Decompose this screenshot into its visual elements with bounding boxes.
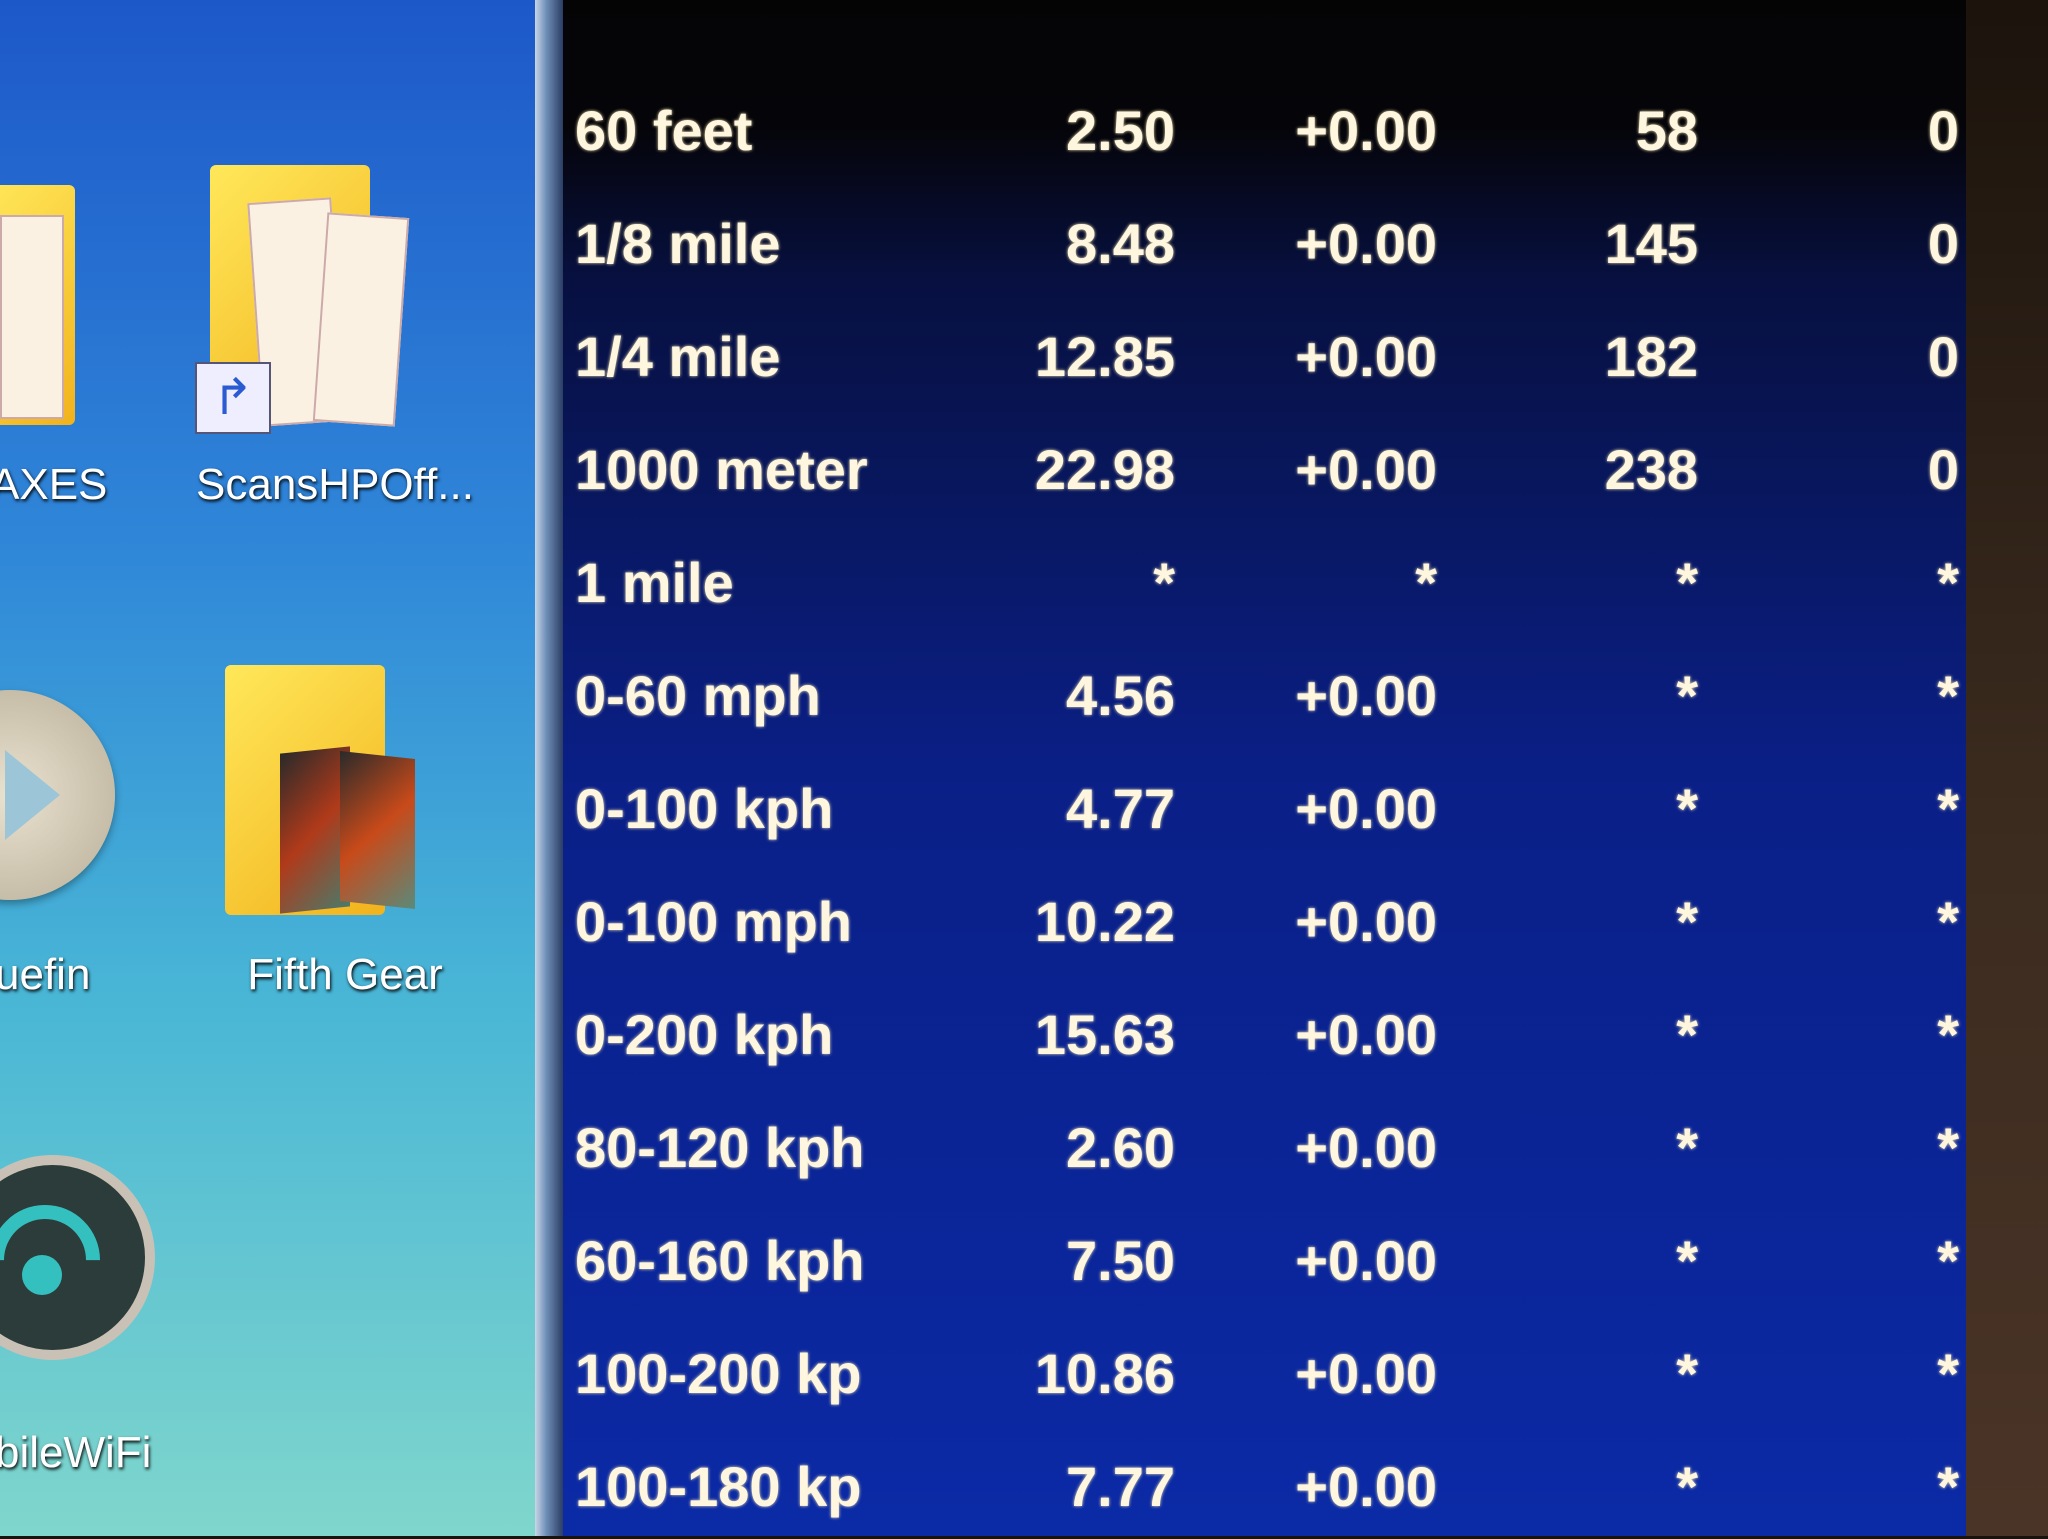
row-label: 0-200 kph [575,1003,834,1066]
time-cell: 7.77 [1066,1455,1175,1518]
table-row: 60-160 kph 7.50 +0.00 * * [563,1200,1966,1313]
difference-cell: +0.00 [1295,1455,1437,1518]
difference-cell: * [1415,551,1437,614]
time-cell: * [1153,551,1175,614]
difference-cell: +0.00 [1295,212,1437,275]
table-row: 1000 meter 22.98 +0.00 238 0 [563,409,1966,522]
speed-cell: * [1676,1116,1698,1179]
icon-label: uefin [0,950,91,999]
time-cell: 4.56 [1066,664,1175,727]
delta-cell: * [1937,1003,1959,1066]
row-label: 100-180 kp [575,1455,862,1518]
speed-cell: * [1676,890,1698,953]
table-row: 1 mile * * * * [563,522,1966,635]
time-cell: 12.85 [1034,325,1175,388]
speed-cell: 145 [1604,212,1698,275]
delta-cell: * [1937,551,1959,614]
row-label: 1/8 mile [575,212,781,275]
table-row: 0-200 kph 15.63 +0.00 * * [563,974,1966,1087]
table-row: 60 feet 2.50 +0.00 58 0 [563,70,1966,183]
time-cell: 7.50 [1066,1229,1175,1292]
window-border [535,0,563,1536]
table-row: 0-60 mph 4.56 +0.00 * * [563,635,1966,748]
monitor-bezel [1966,0,2048,1536]
delta-cell: 0 [1927,438,1959,501]
results-table: 60 feet 2.50 +0.00 58 0 1/8 mile 8.48 +0.00 145 0… [563,0,1966,1536]
icon-label: Fifth Gear [247,950,443,999]
table-row: 0-100 mph 10.22 +0.00 * * [563,861,1966,974]
delta-cell: * [1937,1342,1959,1405]
desktop: AXES ↱ ScansHPOff... uefin Fifth Gear bi… [0,0,535,1536]
row-label: 1/4 mile [575,325,781,388]
difference-cell: +0.00 [1295,325,1437,388]
time-cell: 4.77 [1066,777,1175,840]
table-row: 0-100 kph 4.77 +0.00 * * [563,748,1966,861]
row-label: 1 mile [575,551,734,614]
delta-cell: * [1937,1229,1959,1292]
time-cell: 15.63 [1034,1003,1175,1066]
table-row: 80-120 kph 2.60 +0.00 * * [563,1087,1966,1200]
time-cell: 22.98 [1034,438,1175,501]
difference-cell: +0.00 [1295,890,1437,953]
speed-cell: * [1676,1455,1698,1518]
delta-cell: * [1937,1116,1959,1179]
speed-cell: * [1676,1003,1698,1066]
row-label: 0-60 mph [575,664,821,727]
wifi-icon [0,1155,155,1360]
difference-cell: +0.00 [1295,438,1437,501]
speed-cell: * [1676,777,1698,840]
time-cell: 2.60 [1066,1116,1175,1179]
difference-cell: +0.00 [1295,777,1437,840]
difference-cell: +0.00 [1295,99,1437,162]
row-label: 60-160 kph [575,1229,865,1292]
delta-cell: 0 [1927,99,1959,162]
speed-cell: * [1676,551,1698,614]
icon-label: bileWiFi [0,1428,152,1477]
table-row: 100-180 kp 7.77 +0.00 * * [563,1426,1966,1539]
difference-cell: +0.00 [1295,1342,1437,1405]
speed-cell: * [1676,1229,1698,1292]
speed-cell: 58 [1635,99,1698,162]
delta-cell: 0 [1927,325,1959,388]
table-row: 1/4 mile 12.85 +0.00 182 0 [563,296,1966,409]
time-cell: 10.22 [1034,890,1175,953]
table-row: 1/8 mile 8.48 +0.00 145 0 [563,183,1966,296]
delta-cell: 0 [1927,212,1959,275]
table-row: 100-200 kp 10.86 +0.00 * * [563,1313,1966,1426]
delta-cell: * [1937,890,1959,953]
row-label: 60 feet [575,99,753,162]
speed-cell: 182 [1604,325,1698,388]
time-cell: 8.48 [1066,212,1175,275]
row-label: 0-100 kph [575,777,834,840]
delta-cell: * [1937,664,1959,727]
time-cell: 2.50 [1066,99,1175,162]
delta-cell: * [1937,1455,1959,1518]
difference-cell: +0.00 [1295,1003,1437,1066]
speed-cell: * [1676,664,1698,727]
difference-cell: +0.00 [1295,1116,1437,1179]
time-cell: 10.86 [1034,1342,1175,1405]
icon-label: AXES [0,460,108,509]
speed-cell: * [1676,1342,1698,1405]
delta-cell: * [1937,777,1959,840]
icon-label: ScansHPOff... [196,460,474,509]
difference-cell: +0.00 [1295,664,1437,727]
shortcut-arrow-icon: ↱ [195,362,271,434]
media-play-icon [0,690,115,900]
difference-cell: +0.00 [1295,1229,1437,1292]
row-label: 1000 meter [575,438,868,501]
row-label: 0-100 mph [575,890,852,953]
row-label: 100-200 kp [575,1342,862,1405]
speed-cell: 238 [1604,438,1698,501]
row-label: 80-120 kph [575,1116,865,1179]
